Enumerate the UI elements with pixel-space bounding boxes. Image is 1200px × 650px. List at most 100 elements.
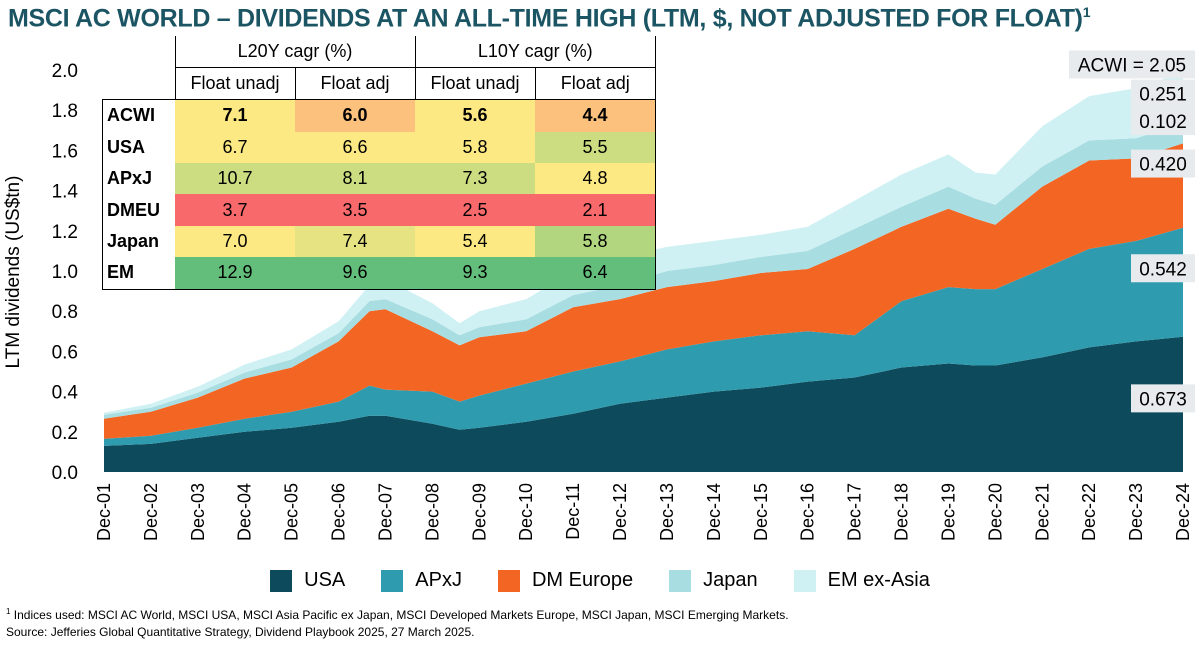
callout-label: 0.673 — [1139, 389, 1187, 410]
table-row: APxJ 10.7 8.1 7.3 4.8 — [102, 163, 656, 195]
legend-label: DM Europe — [531, 569, 634, 591]
x-axis: Dec-01 Dec-02 Dec-03 Dec-04 Dec-05 Dec-06 Dec-… — [94, 483, 1193, 541]
table-row: Japan 7.0 7.4 5.4 5.8 — [102, 225, 656, 258]
table-cell: 5.5 — [535, 131, 656, 164]
row-label: EM — [102, 257, 175, 290]
chart-title-text: MSCI AC WORLD – DIVIDENDS AT AN ALL-TIME… — [8, 4, 1083, 33]
x-tick-label: Dec-16 — [798, 483, 818, 541]
x-tick-label: Dec-21 — [1032, 483, 1052, 541]
table-cell: 6.7 — [175, 131, 295, 164]
row-label: DMEU — [102, 194, 175, 226]
footnote: 1 Indices used: MSCI AC World, MSCI USA,… — [6, 603, 789, 641]
x-tick-label: Dec-19 — [938, 483, 958, 541]
x-tick-label: Dec-07 — [376, 483, 396, 541]
x-tick-label: Dec-14 — [704, 483, 724, 541]
callout-label: 0.102 — [1139, 112, 1187, 133]
x-tick-label: Dec-20 — [985, 483, 1005, 541]
chart-title: MSCI AC WORLD – DIVIDENDS AT AN ALL-TIME… — [8, 4, 1090, 33]
legend-item: Japan — [669, 569, 758, 592]
callout-label: ACWI = 2.05 — [1078, 55, 1186, 76]
sub-header: Float adj — [294, 66, 416, 101]
cagr-table: L20Y cagr (%) L10Y cagr (%) Float unadj … — [102, 36, 656, 290]
legend-item: EM ex-Asia — [793, 569, 930, 592]
row-label: USA — [102, 131, 175, 164]
table-row: USA 6.7 6.6 5.8 5.5 — [102, 131, 656, 164]
table-cell: 7.3 — [415, 163, 535, 195]
legend-swatch — [793, 569, 816, 592]
area-em-ex-asia — [104, 72, 1183, 415]
y-tick-label: 1.4 — [52, 182, 79, 203]
y-tick-label: 1.0 — [52, 262, 78, 283]
y-tick-label: 2.0 — [52, 61, 78, 82]
legend-item: DM Europe — [497, 569, 634, 592]
legend-label: EM ex-Asia — [827, 569, 930, 591]
y-tick-label: 1.8 — [52, 101, 78, 122]
area-dm-europe — [104, 143, 1183, 439]
x-tick-label: Dec-15 — [751, 483, 771, 541]
x-tick-label: Dec-08 — [422, 483, 442, 541]
callout-box — [1069, 50, 1195, 79]
table-cell: 9.6 — [295, 257, 415, 290]
table-cell: 2.1 — [535, 194, 656, 226]
x-tick-label: Dec-11 — [563, 483, 583, 540]
legend-label: APxJ — [415, 569, 462, 591]
footnote-marker: 1 — [6, 607, 11, 616]
legend-swatch — [669, 569, 692, 592]
table-row: ACWI 7.1 6.0 5.6 4.4 — [102, 99, 656, 132]
table-cell: 7.0 — [175, 225, 295, 258]
y-tick-label: 0.8 — [52, 302, 78, 323]
x-tick-label: Dec-22 — [1079, 483, 1099, 541]
footnote-line-2: Source: Jefferies Global Quantitative St… — [6, 625, 475, 639]
y-tick-label: 0.0 — [52, 463, 78, 484]
table-row: EM 12.9 9.6 9.3 6.4 — [102, 257, 656, 290]
x-tick-label: Dec-09 — [469, 483, 489, 541]
legend: USA APxJ DM Europe Japan EM ex-Asia — [0, 569, 1200, 592]
callout-box — [1131, 149, 1195, 178]
table-cell: 10.7 — [175, 163, 295, 195]
row-label: ACWI — [102, 99, 175, 132]
x-tick-label: Dec-18 — [892, 483, 912, 541]
table-cell: 3.7 — [175, 194, 295, 226]
legend-swatch — [381, 569, 404, 592]
sub-header: Float adj — [534, 66, 656, 101]
table-cell: 9.3 — [415, 257, 535, 290]
area-layer — [104, 72, 1183, 472]
callout-label: 0.420 — [1139, 155, 1187, 176]
table-body: ACWI 7.1 6.0 5.6 4.4 USA 6.7 6.6 5.8 5.5 APxJ 10.7 8… — [102, 99, 656, 290]
legend-item: USA — [270, 569, 345, 592]
table-cell: 2.5 — [415, 194, 535, 226]
y-tick-label: 0.2 — [52, 423, 78, 444]
table-cell: 6.4 — [535, 257, 656, 290]
table-cell: 5.4 — [415, 225, 535, 258]
group-header-l10y: L10Y cagr (%) — [414, 36, 656, 68]
title-footnote-marker: 1 — [1082, 4, 1091, 20]
table-cell: 3.5 — [295, 194, 415, 226]
table-cell: 8.1 — [295, 163, 415, 195]
x-tick-label: Dec-12 — [610, 483, 630, 541]
footnote-text: Indices used: MSCI AC World, MSCI USA, M… — [13, 608, 789, 622]
x-tick-label: Dec-13 — [657, 483, 677, 541]
table-cell: 12.9 — [175, 257, 295, 290]
y-tick-label: 0.6 — [52, 342, 78, 363]
x-tick-label: Dec-24 — [1173, 483, 1193, 541]
x-tick-label: Dec-03 — [188, 483, 208, 541]
row-label: APxJ — [102, 163, 175, 195]
table-cell: 5.8 — [415, 131, 535, 164]
legend-item: APxJ — [381, 569, 462, 592]
sub-header: Float unadj — [174, 66, 296, 101]
x-tick-label: Dec-10 — [516, 483, 536, 541]
value-callouts: ACWI = 2.05 0.251 0.102 0.420 0.542 0.673 — [1069, 50, 1195, 413]
table-cell: 7.4 — [295, 225, 415, 258]
callout-box — [1131, 254, 1195, 283]
area-usa — [104, 336, 1183, 472]
x-tick-label: Dec-06 — [329, 483, 349, 541]
table-corner-2 — [103, 67, 176, 99]
area-apxj — [104, 227, 1183, 446]
area-japan — [104, 122, 1183, 419]
y-axis: 0.0 0.2 0.4 0.6 0.8 1.0 1.2 1.4 1.6 1.8 2.0 — [52, 61, 79, 484]
legend-swatch — [497, 569, 520, 592]
table-cell: 5.6 — [415, 99, 535, 132]
table-cell: 6.0 — [295, 99, 415, 132]
table-cell: 4.4 — [535, 99, 656, 132]
y-axis-label: LTM dividends (US$tn) — [3, 176, 24, 369]
